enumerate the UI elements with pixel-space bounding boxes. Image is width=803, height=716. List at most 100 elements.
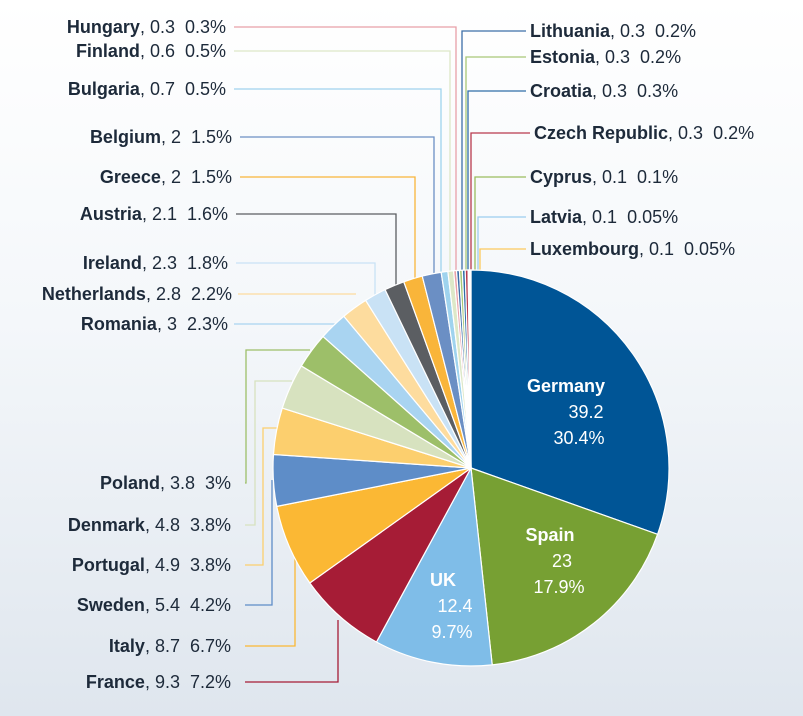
slice-label-cyprus-pct: 0.1% [637, 167, 678, 187]
slice-label-sweden-name: Sweden [77, 595, 145, 615]
leader-line-portugal [245, 427, 279, 566]
leader-line-france [245, 620, 339, 683]
slice-label-romania: Romania, 3 2.3% [81, 314, 228, 334]
slice-label-czech-republic-value: , 0.3 [668, 123, 713, 143]
leader-line-estonia [465, 56, 526, 277]
slice-label-ireland-pct: 1.8% [187, 253, 228, 273]
slice-label-germany-name: Germany [527, 376, 605, 396]
slice-label-portugal-name: Portugal [72, 555, 145, 575]
slice-label-latvia: Latvia, 0.1 0.05% [530, 207, 678, 227]
leader-line-poland [245, 349, 310, 484]
slice-label-austria-value: , 2.1 [142, 204, 187, 224]
slice-label-portugal: Portugal, 4.9 3.8% [72, 555, 231, 575]
slice-label-sweden: Sweden, 5.4 4.2% [77, 595, 231, 615]
slice-label-finland-pct: 0.5% [185, 41, 226, 61]
slice-label-france: France, 9.3 7.2% [86, 672, 231, 692]
slice-label-france-value: , 9.3 [145, 672, 190, 692]
slice-label-czech-republic-pct: 0.2% [713, 123, 754, 143]
slice-label-poland-pct: 3% [205, 473, 231, 493]
leader-line-sweden [245, 480, 273, 606]
slice-label-bulgaria-pct: 0.5% [185, 79, 226, 99]
slice-label-latvia-name: Latvia [530, 207, 583, 227]
slice-label-sweden-pct: 4.2% [190, 595, 231, 615]
slice-label-greece-name: Greece [100, 167, 161, 187]
slice-label-ireland: Ireland, 2.3 1.8% [83, 253, 228, 273]
slice-label-luxembourg-name: Luxembourg [530, 239, 639, 259]
slice-label-greece-pct: 1.5% [191, 167, 232, 187]
slice-label-italy-pct: 6.7% [190, 636, 231, 656]
slice-label-netherlands-pct: 2.2% [191, 284, 232, 304]
slice-labels: Germany 39.2 30.4% Spain 23 17.9% UK 12.4 9.7% Fr… [42, 17, 754, 692]
leader-line-austria [236, 213, 397, 291]
leader-line-cyprus [474, 176, 526, 276]
slice-label-cyprus-name: Cyprus [530, 167, 592, 187]
slice-label-finland: Finland, 0.6 0.5% [76, 41, 226, 61]
slice-label-lithuania-name: Lithuania [530, 21, 611, 41]
slice-label-hungary-pct: 0.3% [185, 17, 226, 37]
pie-slice-uk [375, 466, 493, 667]
slice-label-belgium-value: , 2 [161, 127, 191, 147]
leader-line-ireland [236, 262, 376, 300]
pie-slice-spain [470, 467, 659, 666]
slice-label-austria-pct: 1.6% [187, 204, 228, 224]
slice-label-uk-value: 12.4 [437, 596, 472, 616]
slice-label-belgium-pct: 1.5% [191, 127, 232, 147]
slice-label-bulgaria-name: Bulgaria [68, 79, 141, 99]
slice-label-spain-value: 23 [552, 551, 572, 571]
slice-label-czech-republic: Czech Republic, 0.3 0.2% [534, 123, 754, 143]
leader-lines [234, 26, 530, 683]
slice-label-hungary-value: , 0.3 [140, 17, 185, 37]
slice-label-portugal-value: , 4.9 [145, 555, 190, 575]
slice-label-finland-value: , 0.6 [140, 41, 185, 61]
leader-line-hungary [234, 26, 457, 277]
slice-label-denmark-pct: 3.8% [190, 515, 231, 535]
leader-line-czech-republic [470, 132, 530, 276]
slice-label-spain-pct: 17.9% [533, 577, 584, 597]
slice-label-denmark: Denmark, 4.8 3.8% [68, 515, 231, 535]
slice-label-belgium-name: Belgium [90, 127, 161, 147]
slice-label-estonia-value: , 0.3 [595, 47, 640, 67]
pie-slice-germany [470, 269, 670, 536]
slice-label-italy-name: Italy [109, 636, 145, 656]
slice-label-luxembourg-value: , 0.1 [639, 239, 684, 259]
slice-label-lithuania-pct: 0.2% [655, 21, 696, 41]
slice-label-bulgaria-value: , 0.7 [140, 79, 185, 99]
leader-line-bulgaria [234, 88, 442, 278]
slice-label-lithuania-value: , 0.3 [610, 21, 655, 41]
slice-label-poland-name: Poland [100, 473, 160, 493]
slice-label-estonia-pct: 0.2% [640, 47, 681, 67]
slice-label-finland-name: Finland [76, 41, 140, 61]
slice-label-luxembourg: Luxembourg, 0.1 0.05% [530, 239, 735, 259]
slice-label-hungary: Hungary, 0.3 0.3% [67, 17, 226, 37]
slice-label-france-name: France [86, 672, 145, 692]
pie-slices [272, 269, 670, 667]
slice-label-croatia-pct: 0.3% [637, 81, 678, 101]
slice-label-germany-pct: 30.4% [553, 428, 604, 448]
slice-label-italy-value: , 8.7 [145, 636, 190, 656]
slice-label-croatia-value: , 0.3 [592, 81, 637, 101]
slice-label-latvia-value: , 0.1 [582, 207, 627, 227]
slice-label-poland-value: , 3.8 [160, 473, 205, 493]
leader-line-luxembourg [479, 248, 526, 276]
slice-label-denmark-value: , 4.8 [145, 515, 190, 535]
slice-label-netherlands-name: Netherlands [42, 284, 146, 304]
slice-label-latvia-pct: 0.05% [627, 207, 678, 227]
slice-label-italy: Italy, 8.7 6.7% [109, 636, 231, 656]
leader-line-lithuania [461, 30, 526, 277]
leader-line-denmark [245, 380, 292, 526]
slice-label-luxembourg-pct: 0.05% [684, 239, 735, 259]
leader-line-greece [240, 176, 416, 285]
slice-label-denmark-name: Denmark [68, 515, 146, 535]
leader-line-croatia [467, 90, 526, 277]
slice-label-estonia: Estonia, 0.3 0.2% [530, 47, 681, 67]
slice-label-bulgaria: Bulgaria, 0.7 0.5% [68, 79, 226, 99]
slice-label-belgium: Belgium, 2 1.5% [90, 127, 232, 147]
slice-label-netherlands: Netherlands, 2.8 2.2% [42, 284, 232, 304]
slice-label-greece: Greece, 2 1.5% [100, 167, 232, 187]
slice-label-croatia: Croatia, 0.3 0.3% [530, 81, 678, 101]
slice-label-uk-name: UK [430, 570, 456, 590]
slice-label-hungary-name: Hungary [67, 17, 140, 37]
pie-slice-luxembourg [469, 269, 472, 469]
slice-label-uk-pct: 9.7% [431, 622, 472, 642]
slice-label-austria: Austria, 2.1 1.6% [80, 204, 228, 224]
